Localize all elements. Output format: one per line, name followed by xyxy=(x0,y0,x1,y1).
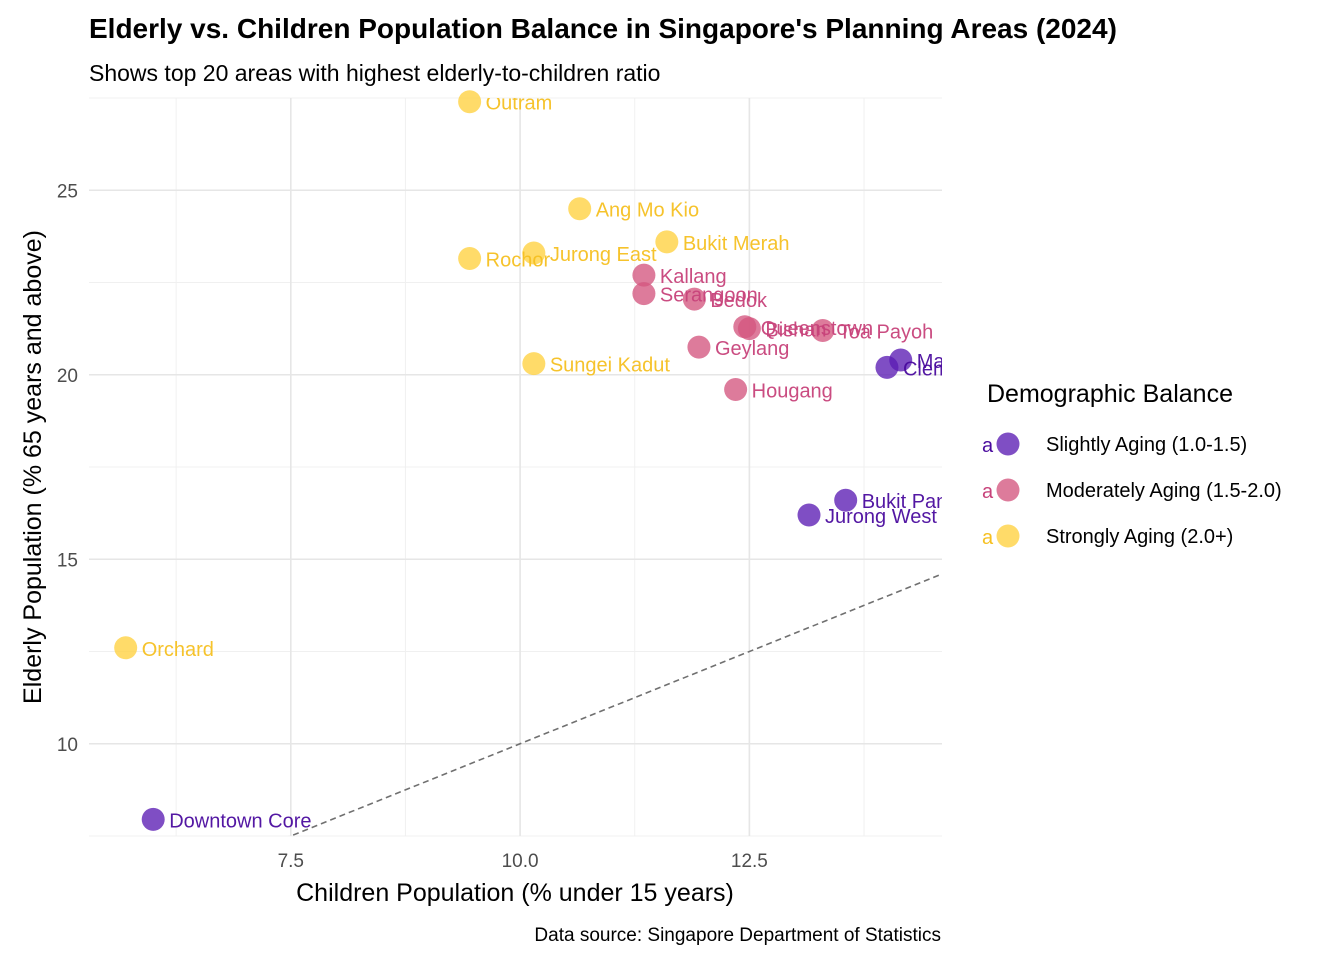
plot-grid xyxy=(89,97,942,837)
legend-key-swatch xyxy=(996,524,1020,548)
label-ang-mo-kio: Ang Mo Kio xyxy=(596,200,699,222)
legend-item-strong: a Strongly Aging (2.0+) xyxy=(982,524,1233,549)
point-outram xyxy=(458,90,482,114)
point-hougang xyxy=(724,378,748,402)
x-axis-ticks: 7.5 10.0 12.5 xyxy=(278,851,768,872)
label-geylang: Geylang xyxy=(715,338,790,360)
label-outram: Outram xyxy=(486,93,553,115)
label-hougang: Hougang xyxy=(752,381,833,403)
label-jurong-east: Jurong East xyxy=(550,244,657,266)
label-kallang: Kallang xyxy=(660,266,727,288)
label-queenstown: Queenstown xyxy=(761,318,873,340)
point-serangoon xyxy=(632,282,656,306)
y-tick-label: 15 xyxy=(57,550,78,571)
legend-key-swatch xyxy=(996,432,1020,456)
legend: Demographic Balance a Slightly Aging (1.0… xyxy=(982,380,1282,549)
point-bukit-panjang xyxy=(834,488,858,512)
x-tick-label: 12.5 xyxy=(731,851,768,872)
point-rochor xyxy=(458,247,482,271)
point-clementi xyxy=(875,355,899,379)
y-tick-label: 10 xyxy=(57,735,78,756)
label-toa-payoh: Toa Payoh xyxy=(839,321,934,343)
legend-label: Strongly Aging (2.0+) xyxy=(1046,526,1233,548)
legend-label: Slightly Aging (1.0-1.5) xyxy=(1046,434,1247,456)
x-tick-label: 7.5 xyxy=(278,851,304,872)
chart-title: Elderly vs. Children Population Balance … xyxy=(89,13,1117,44)
label-downtown-core: Downtown Core xyxy=(169,810,311,832)
x-axis-title: Children Population (% under 15 years) xyxy=(296,879,734,907)
label-rochor: Rochor xyxy=(486,250,551,272)
point-kallang xyxy=(632,263,656,287)
y-axis-ticks: 10 15 20 25 xyxy=(57,181,78,756)
point-orchard xyxy=(114,636,138,660)
legend-key-text: a xyxy=(982,481,994,503)
label-marine-parade: Marine Parade xyxy=(917,351,1048,373)
data-source-caption: Data source: Singapore Department of Sta… xyxy=(534,925,941,946)
point-bukit-merah xyxy=(655,230,679,254)
legend-key-text: a xyxy=(982,435,994,457)
label-bukit-panjang: Bukit Panjang xyxy=(862,491,985,513)
y-axis-title: Elderly Population (% 65 years and above… xyxy=(19,230,47,704)
x-tick-label: 10.0 xyxy=(502,851,539,872)
label-jurong-west: Jurong West xyxy=(825,506,937,528)
label-bishan: Bishan xyxy=(765,320,826,342)
point-bishan xyxy=(737,317,761,341)
y-tick-label: 20 xyxy=(57,366,78,387)
legend-label: Moderately Aging (1.5-2.0) xyxy=(1046,480,1282,502)
y-tick-label: 25 xyxy=(57,181,78,202)
point-sungei-kadut xyxy=(522,352,546,376)
legend-item-moderate: a Moderately Aging (1.5-2.0) xyxy=(982,478,1282,503)
point-labels: Outram Ang Mo Kio Bukit Merah Jurong EastRo… xyxy=(142,93,1048,832)
label-serangoon: Serangoon xyxy=(660,285,758,307)
legend-title: Demographic Balance xyxy=(987,380,1233,408)
point-downtown-core xyxy=(141,807,165,831)
legend-key-text: a xyxy=(982,527,994,549)
chart-subtitle: Shows top 20 areas with highest elderly-… xyxy=(89,60,660,86)
point-ang-mo-kio xyxy=(568,197,592,221)
point-geylang xyxy=(687,335,711,359)
label-clementi: Clementi xyxy=(903,358,982,380)
point-jurong-west xyxy=(797,503,821,527)
legend-item-slight: a Slightly Aging (1.0-1.5) xyxy=(982,432,1247,457)
label-sungei-kadut: Sungei Kadut xyxy=(550,355,671,377)
legend-key-swatch xyxy=(996,478,1020,502)
data-points xyxy=(114,90,913,831)
label-bukit-merah: Bukit Merah xyxy=(683,233,790,255)
point-bedok xyxy=(682,287,706,311)
point-jurong-east xyxy=(522,241,546,265)
label-bedok: Bedok xyxy=(710,290,768,312)
label-orchard: Orchard xyxy=(142,639,214,661)
point-toa-payoh xyxy=(811,318,835,342)
